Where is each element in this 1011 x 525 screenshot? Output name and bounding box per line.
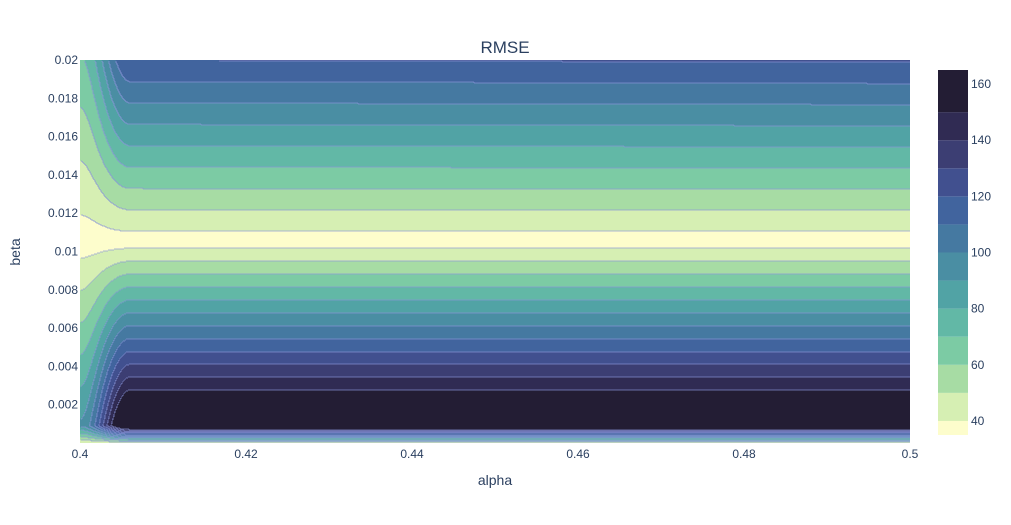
y-tick-label: 0.006 bbox=[48, 321, 78, 335]
x-tick-label: 0.42 bbox=[234, 447, 258, 461]
colorbar-ticks: 40 60 80 100 120 140 160 bbox=[971, 77, 991, 428]
x-tick-label: 0.46 bbox=[566, 447, 590, 461]
colorbar-tick-label: 60 bbox=[971, 358, 985, 372]
y-tick-label: 0.01 bbox=[55, 245, 79, 259]
colorbar-band bbox=[938, 252, 968, 281]
colorbar-band bbox=[938, 364, 968, 393]
colorbar-tick-label: 160 bbox=[971, 77, 991, 91]
y-axis-title: beta bbox=[7, 238, 23, 265]
x-axis-title: alpha bbox=[478, 472, 512, 488]
contour-fill bbox=[80, 60, 910, 443]
colorbar-band bbox=[938, 308, 968, 337]
contour-lines bbox=[80, 60, 910, 443]
colorbar-band bbox=[938, 224, 968, 253]
y-tick-label: 0.02 bbox=[55, 53, 79, 67]
x-tick-label: 0.5 bbox=[902, 447, 919, 461]
colorbar-tick-label: 120 bbox=[971, 189, 991, 203]
y-tick-label: 0.004 bbox=[48, 359, 78, 373]
colorbar-band bbox=[938, 280, 968, 309]
y-axis-ticks: 0.002 0.004 0.006 0.008 0.01 0.012 0.014 0.016 0… bbox=[48, 53, 78, 412]
colorbar-band bbox=[938, 112, 968, 141]
plot-area[interactable] bbox=[80, 60, 910, 443]
y-tick-label: 0.002 bbox=[48, 398, 78, 412]
y-tick-label: 0.008 bbox=[48, 283, 78, 297]
colorbar-band bbox=[938, 336, 968, 365]
colorbar-band bbox=[938, 70, 968, 113]
colorbar-band bbox=[938, 196, 968, 225]
colorbar-band bbox=[938, 140, 968, 169]
colorbar-tick-label: 40 bbox=[971, 414, 985, 428]
colorbar-tick-label: 140 bbox=[971, 133, 991, 147]
x-tick-label: 0.44 bbox=[400, 447, 424, 461]
colorbar-tick-label: 100 bbox=[971, 246, 991, 260]
colorbar-bands bbox=[938, 70, 968, 435]
colorbar: 40 60 80 100 120 140 160 bbox=[938, 70, 991, 435]
colorbar-tick-label: 80 bbox=[971, 302, 985, 316]
y-tick-label: 0.012 bbox=[48, 206, 78, 220]
chart-title: RMSE bbox=[480, 38, 529, 57]
colorbar-band bbox=[938, 392, 968, 421]
colorbar-band bbox=[938, 168, 968, 197]
x-tick-label: 0.4 bbox=[72, 447, 89, 461]
colorbar-band bbox=[938, 420, 968, 435]
x-axis-ticks: 0.4 0.42 0.44 0.46 0.48 0.5 bbox=[72, 447, 919, 461]
y-tick-label: 0.016 bbox=[48, 130, 78, 144]
y-tick-label: 0.018 bbox=[48, 91, 78, 105]
x-tick-label: 0.48 bbox=[732, 447, 756, 461]
y-tick-label: 0.014 bbox=[48, 168, 78, 182]
